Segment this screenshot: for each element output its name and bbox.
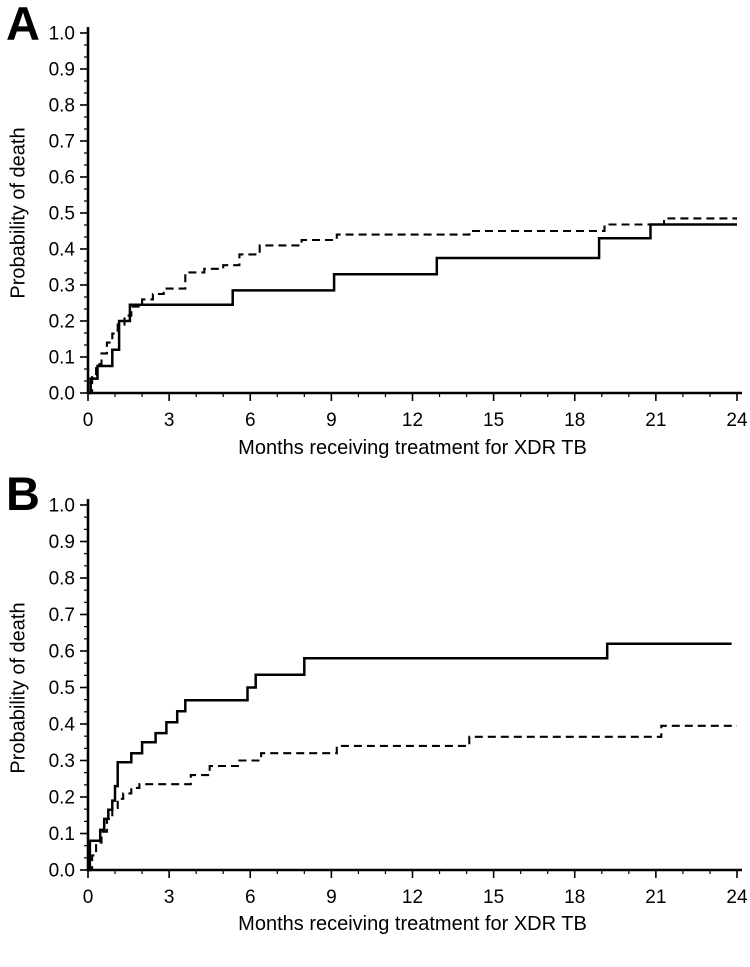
series-dashed-panel-b	[88, 724, 737, 872]
series-dashed-panel-a	[88, 217, 737, 395]
y-tick-label: 0.5	[49, 204, 75, 225]
panel-b-y-axis-title: Probability of death	[7, 602, 30, 774]
y-tick-label: 0.5	[49, 678, 75, 699]
x-tick-label: 9	[326, 887, 337, 908]
panel-b-plot: 0 3 6 9 12 15 18 21 24 0.0 0.1 0.2 0.3 0.4 0.5 0.6 0.7 0.…	[49, 496, 748, 909]
y-tick-label: 0.8	[49, 569, 75, 590]
x-tick-label: 3	[164, 887, 175, 908]
panel-a-y-axis-title: Probability of death	[7, 127, 30, 299]
x-tick-label: 15	[483, 887, 504, 908]
panel-a: 0 3 6 9 12 15 18 21 24 0.0 0.1 0.2 0.3 0.4 0.5 0.6 0.7 0.…	[0, 0, 750, 470]
y-tick-label: 0.4	[49, 715, 76, 736]
x-tick-label: 18	[564, 410, 585, 431]
x-tick-label: 21	[645, 410, 666, 431]
y-tick-label: 0.9	[49, 60, 75, 81]
x-tick-label: 0	[83, 887, 94, 908]
y-tick-label: 0.3	[49, 276, 75, 297]
y-tick-label: 1.0	[49, 496, 75, 517]
y-tick-label: 0.6	[49, 168, 75, 189]
y-tick-label: 0.4	[49, 240, 76, 261]
panel-a-plot: 0 3 6 9 12 15 18 21 24 0.0 0.1 0.2 0.3 0.4 0.5 0.6 0.7 0.…	[49, 24, 748, 432]
x-tick-label: 6	[245, 887, 256, 908]
series-solid-panel-a	[88, 223, 737, 395]
y-tick-label: 0.8	[49, 96, 75, 117]
y-tick-label: 0.7	[49, 132, 75, 153]
panel-b: 0 3 6 9 12 15 18 21 24 0.0 0.1 0.2 0.3 0.4 0.5 0.6 0.7 0.…	[0, 470, 750, 967]
x-tick-label: 12	[402, 887, 423, 908]
y-tick-label: 0.2	[49, 312, 75, 333]
panel-a-x-axis-title: Months receiving treatment for XDR TB	[238, 437, 587, 459]
y-tick-label: 0.1	[49, 824, 75, 845]
x-tick-label: 6	[245, 410, 256, 431]
x-tick-label: 0	[83, 410, 94, 431]
y-tick-label: 1.0	[49, 24, 75, 45]
x-tick-label: 3	[164, 410, 175, 431]
panel-a-letter: A	[6, 0, 40, 50]
y-tick-label: 0.9	[49, 532, 75, 553]
y-tick-label: 0.0	[49, 384, 75, 405]
x-tick-label: 15	[483, 410, 504, 431]
x-tick-label: 9	[326, 410, 337, 431]
y-tick-label: 0.6	[49, 642, 75, 663]
y-tick-label: 0.1	[49, 348, 75, 369]
x-tick-label: 18	[564, 887, 585, 908]
y-tick-label: 0.0	[49, 861, 75, 882]
x-tick-label: 24	[726, 410, 748, 431]
y-tick-label: 0.7	[49, 605, 75, 626]
x-tick-label: 24	[726, 887, 748, 908]
panel-b-x-axis-title: Months receiving treatment for XDR TB	[238, 913, 587, 935]
y-tick-label: 0.2	[49, 788, 75, 809]
series-solid-panel-b	[88, 642, 732, 872]
y-tick-label: 0.3	[49, 751, 75, 772]
x-tick-label: 21	[645, 887, 666, 908]
panel-b-letter: B	[6, 467, 40, 520]
x-tick-label: 12	[402, 410, 423, 431]
